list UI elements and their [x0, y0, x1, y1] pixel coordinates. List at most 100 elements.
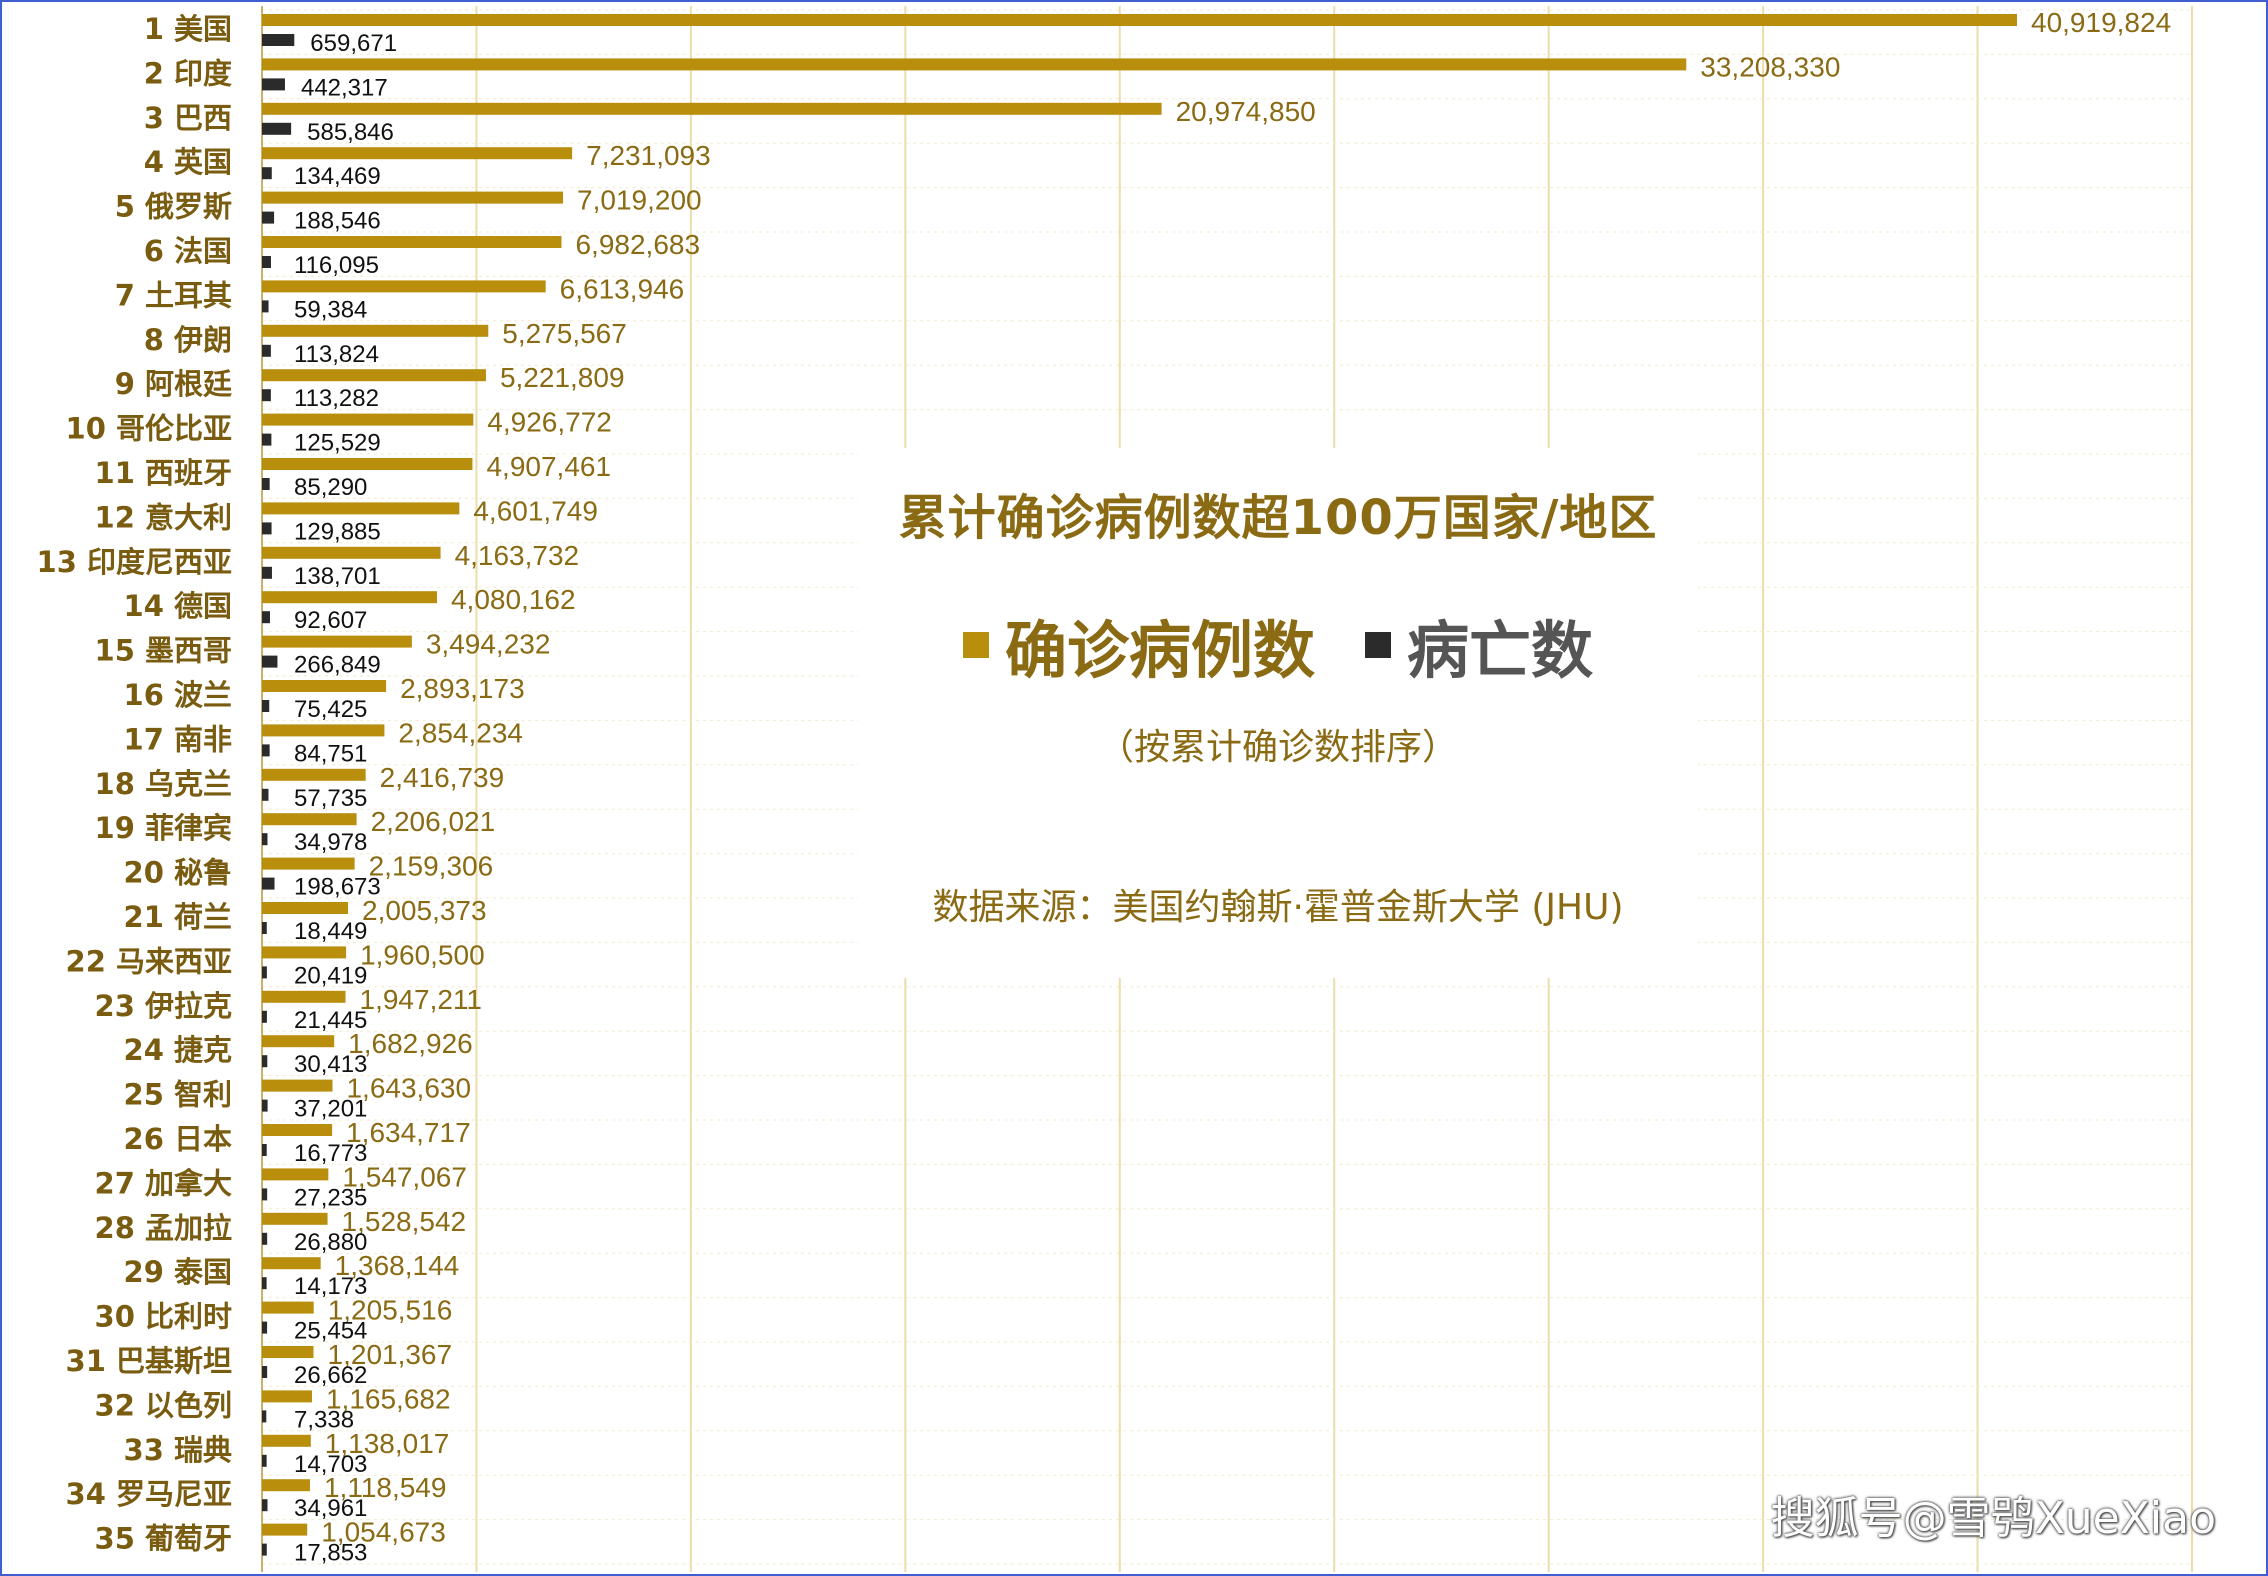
data-label-confirmed: 1,138,017 — [325, 1428, 450, 1459]
bar-confirmed — [262, 1434, 311, 1447]
data-label-deaths: 26,662 — [294, 1362, 367, 1389]
labels: 1 美国 40,919,824 659,671 2 印度 33,208,330 442,3… — [37, 7, 2172, 1567]
category-label: 11 西班牙 — [95, 456, 232, 490]
bar-deaths — [262, 1055, 268, 1068]
bar-deaths — [262, 167, 272, 180]
data-label-deaths: 59,384 — [294, 296, 367, 323]
data-label-deaths: 34,961 — [294, 1495, 367, 1522]
data-label-confirmed: 5,221,809 — [500, 362, 625, 393]
bar-deaths — [262, 877, 275, 890]
bar-deaths — [262, 1366, 268, 1378]
data-label-deaths: 7,338 — [294, 1406, 354, 1433]
legend: 确诊病例数 病亡数 — [858, 600, 1698, 690]
bar-confirmed — [262, 768, 366, 781]
data-label-deaths: 585,846 — [307, 119, 394, 146]
category-label: 1 美国 — [144, 12, 232, 46]
data-label-deaths: 14,703 — [294, 1451, 367, 1478]
bar-deaths — [262, 611, 270, 624]
bar-deaths — [262, 1321, 268, 1334]
category-label: 7 土耳其 — [115, 278, 232, 312]
category-label: 32 以色列 — [95, 1388, 232, 1422]
data-label-deaths: 26,880 — [294, 1229, 367, 1256]
chart-title: 累计确诊病例数超100万国家/地区 — [898, 490, 1658, 546]
bar-deaths — [262, 1410, 267, 1423]
category-label: 19 菲律宾 — [95, 811, 232, 845]
category-label: 6 法国 — [144, 234, 232, 268]
bar-confirmed — [262, 324, 489, 337]
data-label-deaths: 75,425 — [294, 696, 367, 723]
category-label: 35 葡萄牙 — [95, 1522, 232, 1556]
data-label-confirmed: 1,682,926 — [348, 1028, 473, 1059]
category-label: 30 比利时 — [95, 1300, 232, 1334]
data-label-deaths: 266,849 — [294, 652, 381, 679]
data-label-deaths: 125,529 — [294, 430, 381, 457]
data-label-confirmed: 7,019,200 — [577, 185, 702, 216]
data-label-confirmed: 1,960,500 — [360, 939, 485, 970]
data-label-confirmed: 1,634,717 — [346, 1117, 471, 1148]
category-label: 20 秘鲁 — [124, 856, 232, 890]
watermark: 搜狐号@雪鸮XueXiao — [1770, 1493, 2216, 1544]
data-label-confirmed: 1,947,211 — [360, 984, 483, 1015]
data-label-deaths: 14,173 — [294, 1273, 367, 1300]
data-label-deaths: 21,445 — [294, 1007, 367, 1034]
data-label-deaths: 27,235 — [294, 1184, 367, 1211]
legend-label-confirmed: 确诊病例数 — [1004, 614, 1315, 687]
data-label-confirmed: 3,494,232 — [426, 629, 551, 660]
category-label: 12 意大利 — [95, 500, 232, 534]
data-label-confirmed: 1,368,144 — [335, 1250, 460, 1281]
category-label: 14 德国 — [124, 589, 232, 623]
bar-deaths — [262, 1010, 267, 1023]
bar-confirmed — [262, 724, 385, 737]
data-label-deaths: 198,673 — [294, 874, 381, 901]
bar-deaths — [262, 1543, 267, 1556]
data-label-confirmed: 2,416,739 — [380, 762, 505, 793]
bar-confirmed — [262, 1479, 310, 1492]
category-label: 24 捷克 — [124, 1033, 232, 1067]
category-label: 15 墨西哥 — [95, 634, 232, 668]
bar-confirmed — [262, 1346, 314, 1358]
data-label-deaths: 129,885 — [294, 518, 381, 545]
bar-confirmed — [262, 546, 441, 559]
bar-confirmed — [262, 1301, 314, 1314]
data-label-confirmed: 1,547,067 — [342, 1161, 467, 1192]
category-label: 34 罗马尼亚 — [66, 1477, 232, 1511]
bar-confirmed — [262, 902, 349, 914]
bar-confirmed — [262, 147, 573, 160]
data-label-confirmed: 4,601,749 — [473, 495, 598, 526]
bar-confirmed — [262, 1168, 329, 1181]
bar-confirmed — [262, 1035, 335, 1048]
bar-deaths — [262, 211, 275, 224]
bar-deaths — [262, 700, 270, 712]
category-label: 10 哥伦比亚 — [66, 412, 232, 446]
category-label: 25 智利 — [124, 1078, 232, 1112]
bar-confirmed — [262, 280, 546, 293]
data-label-confirmed: 1,201,367 — [328, 1339, 453, 1370]
bar-confirmed — [262, 857, 355, 870]
category-label: 13 印度尼西亚 — [37, 545, 232, 579]
bar-confirmed — [262, 502, 460, 515]
bar-confirmed — [262, 1124, 333, 1136]
category-label: 18 乌克兰 — [95, 767, 232, 801]
bar-deaths — [262, 34, 295, 46]
bar-confirmed — [262, 1523, 308, 1536]
bar-deaths — [262, 433, 272, 446]
bar-deaths — [262, 478, 270, 490]
data-label-confirmed: 1,528,542 — [342, 1206, 467, 1237]
bar-deaths — [262, 1188, 268, 1201]
bar-confirmed — [262, 191, 564, 204]
data-label-confirmed: 1,165,682 — [326, 1383, 451, 1414]
bar-deaths — [262, 1499, 268, 1512]
bar-deaths — [262, 389, 271, 402]
data-label-confirmed: 7,231,093 — [586, 140, 711, 171]
data-label-deaths: 113,824 — [294, 341, 379, 368]
data-label-confirmed: 5,275,567 — [502, 318, 627, 349]
bar-deaths — [262, 1277, 267, 1290]
data-label-deaths: 57,735 — [294, 785, 367, 812]
bar-confirmed — [262, 591, 437, 604]
data-label-confirmed: 1,054,673 — [321, 1517, 446, 1548]
data-label-confirmed: 4,907,461 — [486, 451, 611, 482]
category-label: 9 阿根廷 — [115, 367, 233, 401]
bar-deaths — [262, 78, 285, 91]
bar-confirmed — [262, 413, 474, 426]
